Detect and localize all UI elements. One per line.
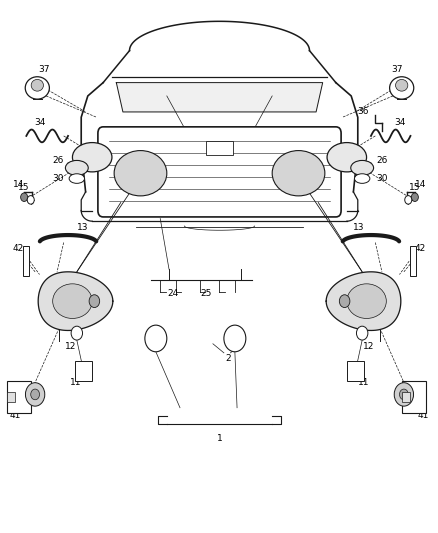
Bar bbox=[7, 392, 15, 402]
Text: 11: 11 bbox=[70, 378, 81, 387]
Text: 36: 36 bbox=[357, 108, 368, 116]
Bar bbox=[206, 141, 232, 155]
Ellipse shape bbox=[346, 284, 385, 318]
Ellipse shape bbox=[65, 160, 88, 175]
Text: 37: 37 bbox=[38, 64, 49, 74]
Circle shape bbox=[27, 196, 34, 204]
Circle shape bbox=[21, 193, 28, 201]
Polygon shape bbox=[38, 272, 113, 330]
Ellipse shape bbox=[350, 160, 373, 175]
Text: 12: 12 bbox=[362, 342, 374, 351]
Ellipse shape bbox=[25, 77, 49, 99]
Text: 42: 42 bbox=[13, 244, 24, 253]
Bar bbox=[7, 381, 31, 413]
Text: 2: 2 bbox=[225, 354, 230, 364]
Text: 34: 34 bbox=[393, 118, 404, 127]
Polygon shape bbox=[325, 272, 400, 330]
Circle shape bbox=[145, 325, 166, 352]
Ellipse shape bbox=[69, 174, 84, 183]
FancyBboxPatch shape bbox=[98, 127, 340, 217]
Text: 41: 41 bbox=[417, 411, 428, 421]
Ellipse shape bbox=[114, 150, 166, 196]
Text: 26: 26 bbox=[376, 157, 387, 165]
Text: 42: 42 bbox=[414, 244, 425, 253]
Circle shape bbox=[25, 383, 45, 406]
Bar bbox=[401, 381, 425, 413]
Ellipse shape bbox=[326, 142, 366, 172]
Bar bbox=[409, 246, 415, 276]
Circle shape bbox=[223, 325, 245, 352]
Circle shape bbox=[89, 295, 99, 308]
Bar bbox=[74, 361, 92, 381]
Circle shape bbox=[31, 389, 39, 400]
Bar bbox=[401, 392, 410, 402]
Bar bbox=[346, 361, 364, 381]
Circle shape bbox=[399, 389, 407, 400]
Text: 37: 37 bbox=[391, 64, 402, 74]
Circle shape bbox=[393, 383, 413, 406]
Text: 12: 12 bbox=[64, 342, 76, 351]
Text: 15: 15 bbox=[408, 183, 420, 192]
Text: 26: 26 bbox=[52, 157, 64, 165]
Text: 15: 15 bbox=[18, 183, 30, 192]
Ellipse shape bbox=[53, 284, 92, 318]
Text: 25: 25 bbox=[200, 289, 212, 298]
Circle shape bbox=[410, 193, 417, 201]
Ellipse shape bbox=[72, 142, 112, 172]
Text: 34: 34 bbox=[34, 118, 45, 127]
Circle shape bbox=[339, 295, 349, 308]
Text: 13: 13 bbox=[77, 223, 88, 232]
Text: 11: 11 bbox=[357, 378, 368, 387]
Circle shape bbox=[404, 196, 411, 204]
Text: 30: 30 bbox=[52, 174, 64, 183]
Polygon shape bbox=[116, 83, 322, 112]
Text: 41: 41 bbox=[10, 411, 21, 421]
Ellipse shape bbox=[395, 79, 407, 91]
Ellipse shape bbox=[389, 77, 413, 99]
Ellipse shape bbox=[354, 174, 369, 183]
Circle shape bbox=[356, 326, 367, 340]
Text: 1: 1 bbox=[216, 434, 222, 443]
Circle shape bbox=[71, 326, 82, 340]
Ellipse shape bbox=[31, 79, 43, 91]
Text: 30: 30 bbox=[376, 174, 387, 183]
Text: 13: 13 bbox=[352, 223, 364, 232]
Text: 14: 14 bbox=[13, 180, 24, 189]
Text: 14: 14 bbox=[414, 180, 425, 189]
Ellipse shape bbox=[272, 150, 324, 196]
Bar bbox=[23, 246, 29, 276]
Text: 24: 24 bbox=[167, 289, 179, 298]
